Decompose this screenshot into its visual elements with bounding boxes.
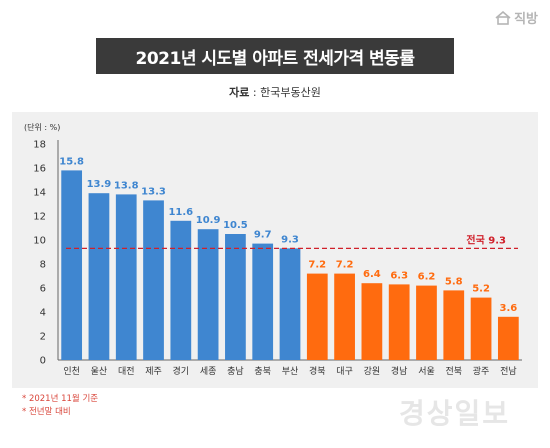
category-label: 충남 bbox=[227, 366, 244, 377]
bar-chart: (단위 : %) 0 2 4 6 8 10 12 14 16 18 15.8 인천 13.9 울산 13.8 대… bbox=[24, 122, 522, 377]
y-tick-label: 12 bbox=[33, 212, 46, 223]
category-label: 경남 bbox=[391, 365, 408, 377]
brand-name: 직방 bbox=[514, 12, 538, 27]
bar bbox=[170, 220, 192, 360]
unit-label: (단위 : %) bbox=[24, 122, 60, 132]
y-tick-label: 16 bbox=[33, 164, 46, 175]
bar-value-label: 7.2 bbox=[308, 260, 326, 271]
y-tick-label: 8 bbox=[40, 260, 46, 271]
bar bbox=[361, 283, 383, 360]
bar-value-label: 9.7 bbox=[254, 230, 272, 241]
y-tick-label: 14 bbox=[33, 188, 46, 199]
category-label: 경기 bbox=[173, 365, 190, 377]
bar bbox=[334, 273, 355, 360]
bar bbox=[61, 170, 83, 360]
bar-value-label: 9.3 bbox=[281, 234, 299, 245]
bar-value-label: 13.3 bbox=[141, 186, 166, 197]
bar bbox=[388, 284, 410, 360]
category-label: 전남 bbox=[500, 366, 517, 377]
category-label: 경북 bbox=[309, 365, 326, 377]
y-tick-label: 0 bbox=[40, 356, 46, 367]
bar-value-label: 10.9 bbox=[196, 215, 221, 226]
category-label: 대구 bbox=[336, 366, 353, 377]
category-label: 광주 bbox=[473, 365, 490, 377]
footnote-date: * 2021년 11월 기준 bbox=[22, 394, 99, 404]
house-icon bbox=[495, 10, 511, 25]
bar-value-label: 5.8 bbox=[445, 276, 463, 287]
chart-title: 2021년 시도별 아파트 전세가격 변동률 bbox=[96, 38, 454, 74]
bar-value-label: 7.2 bbox=[336, 260, 354, 271]
bar-value-label: 6.4 bbox=[363, 269, 381, 280]
bar-value-label: 13.9 bbox=[87, 179, 112, 190]
bar bbox=[497, 316, 519, 360]
y-tick-label: 10 bbox=[33, 236, 46, 247]
category-label: 대전 bbox=[118, 366, 135, 377]
bar-value-label: 11.6 bbox=[168, 207, 193, 218]
category-label: 인천 bbox=[63, 366, 80, 377]
category-label: 충북 bbox=[254, 366, 271, 377]
bar-value-label: 5.2 bbox=[472, 284, 490, 295]
bar-value-label: 6.3 bbox=[390, 270, 408, 281]
y-tick-label: 6 bbox=[40, 284, 46, 295]
bar bbox=[252, 243, 274, 360]
bar bbox=[443, 290, 465, 360]
bar bbox=[416, 285, 437, 360]
watermark: 경상일보 bbox=[398, 397, 510, 430]
bar bbox=[279, 248, 301, 360]
bar bbox=[197, 229, 219, 360]
category-label: 제주 bbox=[145, 366, 162, 377]
bar bbox=[470, 297, 492, 360]
category-label: 서울 bbox=[418, 366, 435, 377]
footnotes: * 2021년 11월 기준 * 전년말 대비 bbox=[22, 393, 98, 419]
bar bbox=[143, 200, 164, 360]
source-label: 자료 bbox=[229, 86, 250, 99]
bar-value-label: 10.5 bbox=[223, 220, 248, 231]
category-label: 전북 bbox=[445, 366, 462, 377]
category-label: 강원 bbox=[364, 366, 381, 377]
bar bbox=[88, 193, 110, 360]
source-line: 자료 : 한국부동산원 bbox=[0, 84, 550, 100]
y-tick-label: 2 bbox=[40, 332, 46, 343]
source-separator: : bbox=[252, 86, 261, 99]
category-label: 부산 bbox=[282, 366, 299, 377]
source-value: 한국부동산원 bbox=[260, 86, 321, 99]
category-label: 울산 bbox=[91, 366, 108, 377]
category-label: 세종 bbox=[200, 366, 217, 377]
bar-value-label: 15.8 bbox=[59, 156, 84, 167]
bar-value-label: 6.2 bbox=[418, 272, 436, 283]
reference-line-label: 전국 9.3 bbox=[466, 233, 506, 246]
bar-value-label: 3.6 bbox=[499, 303, 517, 314]
bar-value-label: 13.8 bbox=[114, 180, 139, 191]
y-tick-label: 4 bbox=[40, 308, 46, 319]
y-tick-label: 18 bbox=[33, 140, 46, 151]
chart-panel: (단위 : %) 0 2 4 6 8 10 12 14 16 18 15.8 인천 13.9 울산 13.8 대… bbox=[12, 112, 538, 388]
bar bbox=[306, 273, 328, 360]
bar bbox=[225, 234, 246, 360]
footnote-basis: * 전년말 대비 bbox=[22, 407, 71, 417]
bar bbox=[115, 194, 137, 360]
brand-logo: 직방 bbox=[495, 8, 538, 27]
